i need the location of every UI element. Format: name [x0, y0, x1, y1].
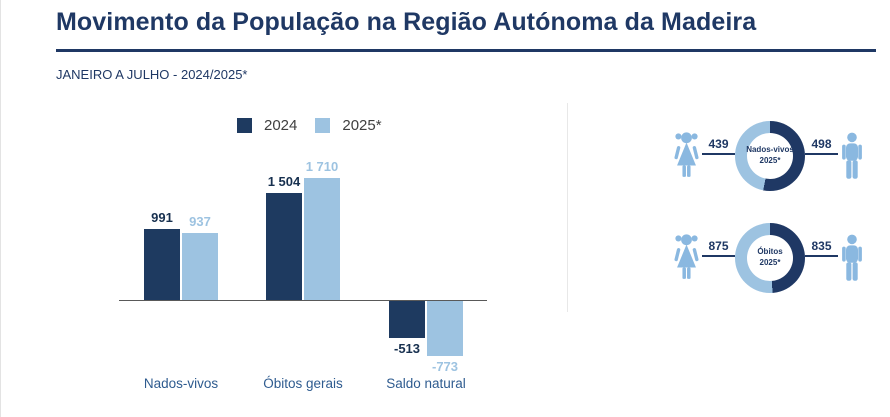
donut-row-obitos-2025: 875 Óbitos 2025* 835 — [673, 223, 865, 293]
legend-label-2024: 2024 — [264, 117, 298, 134]
bar-value-label: 1 710 — [305, 159, 339, 174]
male-icon — [842, 132, 862, 179]
donut-center-line2: 2025* — [759, 156, 781, 165]
donut-center-label: Óbitos 2025* — [735, 223, 805, 293]
bar-2025-3 — [427, 301, 463, 356]
title-underline — [56, 49, 876, 52]
chart-legend: 2024 2025* — [237, 117, 400, 134]
bar-value-label: -773 — [431, 359, 459, 374]
page-title: Movimento da População na Região Autónom… — [56, 8, 757, 36]
female-icon — [674, 234, 699, 279]
category-label-2: Óbitos gerais — [263, 376, 343, 391]
male-value: 498 — [805, 137, 838, 155]
period-subtitle: JANEIRO A JULHO - 2024/2025* — [56, 67, 248, 82]
donut-chart: Óbitos 2025* — [735, 223, 805, 293]
male-icon — [842, 234, 862, 281]
bar-value-label: 991 — [151, 210, 173, 225]
donut-center-line1: Nados-vivos — [746, 145, 794, 155]
legend-swatch-2025 — [315, 118, 331, 133]
bar-value-label: 937 — [189, 214, 211, 229]
female-icon — [674, 132, 699, 177]
category-label-1: Nados-vivos — [143, 376, 219, 391]
legend-label-2025: 2025* — [342, 117, 382, 134]
zero-axis-line — [119, 300, 487, 301]
donut-row-nados-vivos-2025: 439 Nados-vivos 2025* 498 — [673, 121, 865, 191]
female-value: 875 — [702, 239, 735, 257]
donut-center-line1: Óbitos — [757, 247, 783, 257]
bar-2024-3 — [389, 301, 425, 338]
category-label-3: Saldo natural — [386, 376, 466, 391]
donut-center-label: Nados-vivos 2025* — [735, 121, 805, 191]
female-value: 439 — [702, 137, 735, 155]
donut-hole — [747, 133, 793, 179]
bar-2025-1 — [182, 233, 218, 300]
grouped-bar-chart: 991 1 504 -513 937 1 710 -773 Nados-vivos Óbito… — [119, 110, 491, 405]
donut-center-line2: 2025* — [759, 258, 781, 267]
donut-hole — [747, 235, 793, 281]
bar-value-label: 1 504 — [267, 174, 301, 189]
donut-chart: Nados-vivos 2025* — [735, 121, 805, 191]
bar-2025-2 — [304, 178, 340, 300]
panel-divider — [567, 103, 568, 312]
bar-2024-2 — [266, 193, 302, 300]
bar-2024-1 — [144, 229, 180, 300]
bar-value-label: -513 — [393, 341, 421, 356]
legend-swatch-2024 — [237, 118, 252, 133]
male-value: 835 — [805, 239, 838, 257]
